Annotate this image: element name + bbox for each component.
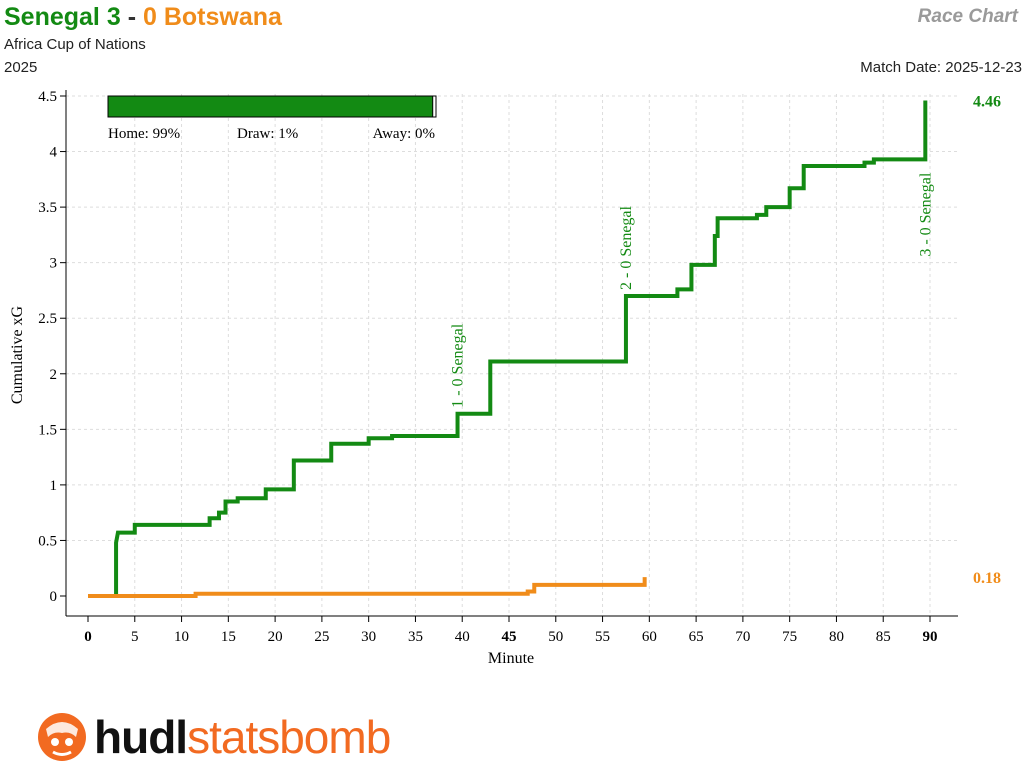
goal-annotation: 2 - 0 Senegal <box>618 205 635 290</box>
x-tick-label: 60 <box>642 629 657 645</box>
away-probability-label: Away: 0% <box>373 126 435 142</box>
brand-logo: hudlstatsbomb <box>36 708 391 766</box>
y-tick-label: 1.5 <box>38 422 57 438</box>
y-tick-label: 1 <box>50 478 58 494</box>
chart-kind-label: Race Chart <box>917 6 1018 27</box>
axis-layer: 0 0.5 1 1.5 2 2.5 3 3.5 4 4.5 0 5 10 15 20 25 30 35 40 45 50… <box>38 89 958 645</box>
season-label: 2025 <box>4 59 38 76</box>
match-date: Match Date: 2025-12-23 <box>860 59 1022 76</box>
y-tick-label: 2 <box>50 367 58 383</box>
y-tick-label: 0.5 <box>38 533 57 549</box>
x-tick-label: 30 <box>361 629 376 645</box>
draw-probability-label: Draw: 1% <box>237 126 298 142</box>
x-tick-label: 90 <box>923 629 938 645</box>
x-tick-label: 80 <box>829 629 844 645</box>
statsbomb-face-icon <box>38 713 86 761</box>
race-chart: 0 0.5 1 1.5 2 2.5 3 3.5 4 4.5 0 5 10 15 20 25 30 35 40 45 50… <box>9 89 1001 667</box>
brand-wordmark: hudlstatsbomb <box>94 711 391 763</box>
y-tick-label: 0 <box>50 589 58 605</box>
probability-bar-home <box>107 95 434 118</box>
x-tick-label: 5 <box>131 629 139 645</box>
x-tick-label: 20 <box>268 629 283 645</box>
annotation-layer: 1 - 0 Senegal 2 - 0 Senegal 3 - 0 Senegal <box>450 172 935 408</box>
grid-layer <box>66 94 958 616</box>
home-final-xg-label: 4.46 <box>973 93 1001 110</box>
x-tick-label: 45 <box>502 629 517 645</box>
x-tick-label: 15 <box>221 629 236 645</box>
y-tick-label: 3 <box>50 256 58 272</box>
x-tick-label: 75 <box>782 629 797 645</box>
y-tick-label: 4.5 <box>38 89 57 105</box>
win-probability-box: Home: 99% Draw: 1% Away: 0% <box>107 95 437 142</box>
y-tick-label: 4 <box>50 145 58 161</box>
home-team-score: Senegal 3 <box>4 3 121 31</box>
x-tick-label: 35 <box>408 629 423 645</box>
x-axis-label: Minute <box>488 650 534 667</box>
x-tick-label: 40 <box>455 629 470 645</box>
y-axis-label: Cumulative xG <box>9 305 26 404</box>
score-separator: - <box>127 3 137 31</box>
x-tick-label: 50 <box>548 629 563 645</box>
goal-annotation: 1 - 0 Senegal <box>450 323 467 408</box>
y-tick-label: 3.5 <box>38 200 57 216</box>
y-tick-label: 2.5 <box>38 311 57 327</box>
series-layer: 4.46 0.18 <box>88 93 1001 598</box>
competition-name: Africa Cup of Nations <box>4 36 146 53</box>
home-xg-line <box>88 100 928 598</box>
x-tick-label: 55 <box>595 629 610 645</box>
x-tick-label: 0 <box>84 629 92 645</box>
goal-annotation: 3 - 0 Senegal <box>917 172 934 257</box>
away-team-score: 0 Botswana <box>142 3 282 31</box>
x-tick-label: 25 <box>314 629 329 645</box>
away-final-xg-label: 0.18 <box>973 570 1001 587</box>
home-probability-label: Home: 99% <box>108 126 180 142</box>
brand-wordmark-hudl: hudl <box>94 711 188 763</box>
brand-wordmark-statsbomb: statsbomb <box>187 711 391 763</box>
x-tick-label: 10 <box>174 629 189 645</box>
match-title: Senegal 3 - 0 Botswana <box>4 2 282 32</box>
x-tick-label: 70 <box>735 629 750 645</box>
away-xg-line <box>88 577 647 598</box>
x-tick-label: 65 <box>689 629 704 645</box>
x-tick-label: 85 <box>876 629 891 645</box>
